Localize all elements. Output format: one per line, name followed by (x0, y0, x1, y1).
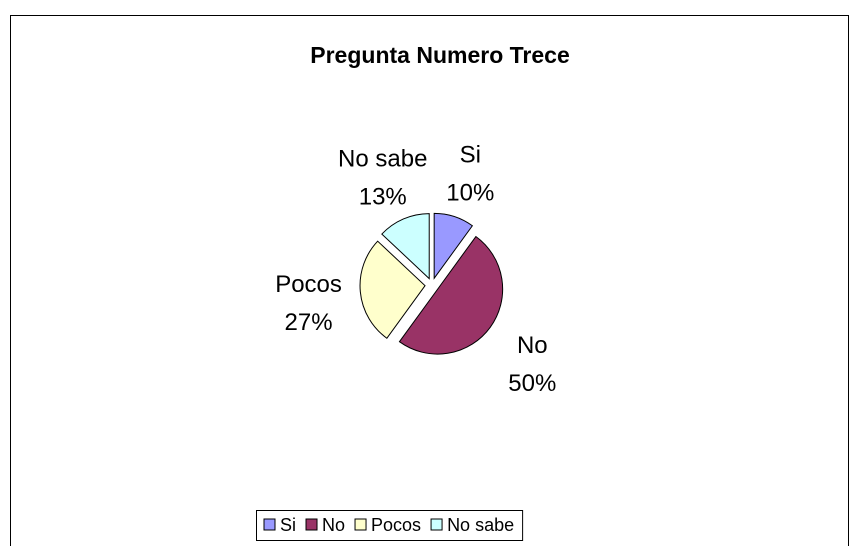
chart-title: Pregunta Numero Trece (310, 42, 569, 68)
slice-value-label: 13% (359, 184, 407, 211)
slice-value-label: 10% (446, 179, 494, 206)
legend-label: Si (280, 515, 296, 535)
legend-label: Pocos (371, 515, 421, 535)
legend-swatch (354, 518, 367, 531)
slice-category-label: Pocos (275, 271, 342, 298)
legend-label: No sabe (447, 515, 514, 535)
pie-slice (359, 240, 426, 339)
legend-box (256, 510, 524, 541)
legend-swatch (430, 518, 443, 531)
pie-slice (398, 235, 504, 355)
pie-slice (381, 213, 430, 280)
chart-frame (10, 15, 849, 546)
legend-label: No (322, 515, 345, 535)
slice-category-label: No (517, 332, 548, 359)
pie-slice (433, 212, 474, 280)
legend: Si No Pocos No sabe (256, 510, 524, 541)
slice-value-label: 27% (285, 309, 333, 336)
legend-swatch (263, 518, 276, 531)
slice-category-label: No sabe (338, 146, 427, 173)
legend-swatch (305, 518, 318, 531)
slice-value-label: 50% (508, 370, 556, 397)
slice-category-label: Si (460, 141, 481, 168)
